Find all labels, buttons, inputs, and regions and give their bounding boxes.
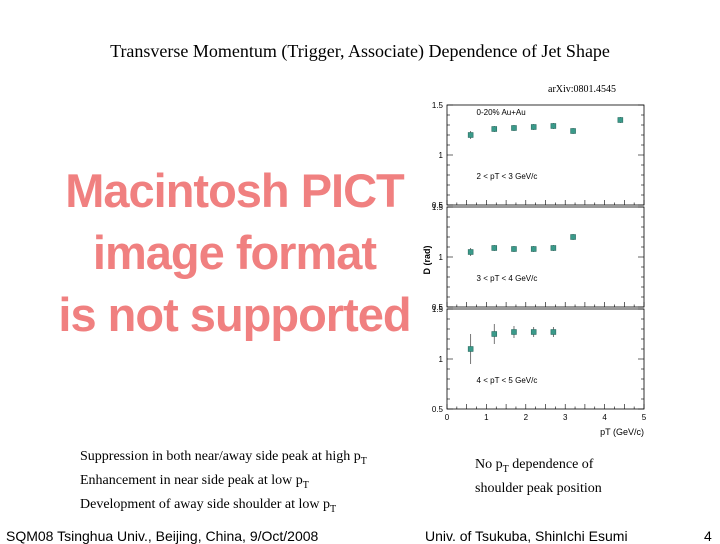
x-axis-label: pT (GeV/c)	[600, 427, 644, 437]
right-note: No pT dependence of shoulder peak positi…	[475, 455, 602, 498]
page-number: 4	[704, 528, 712, 544]
data-point	[530, 124, 537, 130]
unsupported-image-placeholder: Macintosh PICT image format is not suppo…	[52, 160, 417, 350]
left-bullets: Suppression in both near/away side peak …	[80, 447, 367, 518]
x-tick-label: 4	[602, 413, 607, 422]
note-line: shoulder peak position	[475, 480, 602, 496]
data-point	[511, 329, 517, 335]
bullet-line: Development of away side shoulder at low…	[80, 496, 337, 515]
note-line: No pT dependence of	[475, 457, 594, 475]
y-tick-label: 1.5	[432, 203, 444, 212]
data-point	[467, 346, 474, 352]
data-point	[491, 331, 498, 337]
data-point	[530, 246, 537, 252]
data-point	[550, 123, 557, 129]
panel-frame	[446, 104, 645, 206]
jet-shape-chart: 0.511.52 < pT < 3 GeV/c0-20% Au+Au11.50.…	[422, 101, 647, 437]
data-point	[570, 128, 576, 134]
y-tick-label: 1	[439, 151, 444, 160]
y-tick-label: 0.5	[432, 201, 444, 210]
slide-title: Transverse Momentum (Trigger, Associate)…	[110, 41, 610, 61]
bullet-line: Enhancement in near side peak at low pT	[80, 472, 309, 491]
footer-conference: SQM08 Tsinghua Univ., Beijing, China, 9/…	[6, 528, 319, 544]
placeholder-line: is not supported	[58, 288, 411, 341]
panel-label: 3 < pT < 4 GeV/c	[477, 274, 538, 283]
data-point	[530, 329, 537, 335]
x-tick-label: 0	[445, 413, 450, 422]
data-point	[511, 125, 517, 131]
y-tick-label: 1.5	[432, 305, 444, 314]
data-point	[570, 234, 576, 240]
data-point	[550, 245, 557, 251]
panel-label: 4 < pT < 5 GeV/c	[477, 376, 538, 385]
y-axis-label: D (rad)	[422, 245, 432, 274]
data-point	[467, 249, 474, 255]
panel-frame	[446, 308, 645, 410]
placeholder-line: Macintosh PICT	[65, 164, 405, 217]
data-point	[511, 246, 517, 252]
y-tick-label: 1.5	[432, 101, 444, 110]
data-point	[617, 117, 624, 123]
bullet-line: Suppression in both near/away side peak …	[80, 449, 367, 467]
x-tick-label: 3	[563, 413, 568, 422]
y-tick-label: 0.5	[432, 405, 444, 414]
panel-annotation: 0-20% Au+Au	[477, 108, 526, 117]
y-tick-label: 1	[439, 253, 444, 262]
panel-frame	[446, 206, 645, 308]
x-tick-label: 5	[642, 413, 647, 422]
data-point	[491, 245, 498, 251]
x-tick-label: 2	[524, 413, 529, 422]
data-point	[467, 132, 474, 138]
data-point	[491, 126, 498, 132]
panel-label: 2 < pT < 3 GeV/c	[477, 172, 538, 181]
data-point	[550, 329, 557, 335]
x-tick-label: 1	[484, 413, 489, 422]
y-tick-label: 1	[439, 355, 444, 364]
footer-author: Univ. of Tsukuba, ShinIchi Esumi	[425, 528, 628, 544]
placeholder-line: image format	[92, 226, 377, 279]
arxiv-reference: arXiv:0801.4545	[548, 84, 617, 95]
y-tick-label: 0.5	[432, 303, 444, 312]
